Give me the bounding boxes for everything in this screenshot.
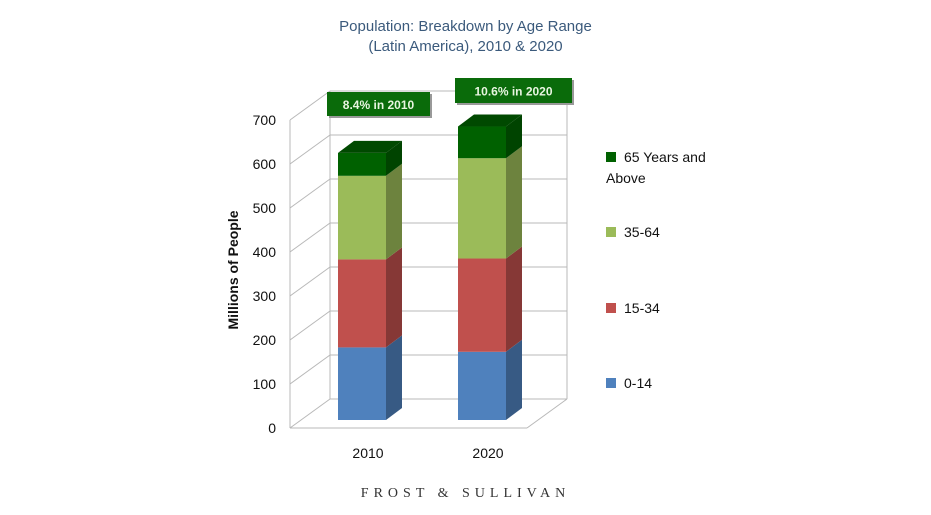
- chart-title: Population: Breakdown by Age Range: [339, 18, 592, 35]
- bar-side-15-34: [506, 246, 522, 352]
- annotation-box: [455, 78, 572, 103]
- gridline-side: [289, 178, 331, 209]
- legend-label: 15-34: [624, 300, 660, 316]
- legend-swatch: [606, 227, 616, 237]
- annotation-label: 10.6% in 2020: [474, 85, 552, 99]
- y-tick-label: 0: [268, 420, 276, 436]
- y-tick-label: 700: [253, 112, 277, 128]
- bar-segment-2020-65-Years-and-Above: [458, 126, 506, 159]
- gridline-side: [289, 398, 331, 429]
- annotation-label: 8.4% in 2010: [343, 98, 415, 112]
- legend-label: 0-14: [624, 375, 652, 391]
- bar-segment-2020-15-34: [458, 258, 506, 352]
- bar-side-35-64: [386, 163, 402, 260]
- bar-segment-2010-65-Years-and-Above: [338, 152, 386, 176]
- y-tick-label: 400: [253, 244, 277, 260]
- bar-segment-2010-15-34: [338, 259, 386, 348]
- legend-swatch: [606, 303, 616, 313]
- y-tick-label: 200: [253, 332, 277, 348]
- legend-label-cont: Above: [606, 170, 646, 186]
- y-axis-label: Millions of People: [225, 210, 241, 329]
- x-tick-label: 2020: [472, 445, 503, 461]
- legend-swatch: [606, 378, 616, 388]
- gridline-side: [289, 354, 331, 385]
- bar-segment-2010-0-14: [338, 347, 386, 420]
- legend-label: 65 Years and: [624, 149, 706, 165]
- y-tick-label: 100: [253, 376, 277, 392]
- bar-side-15-34: [386, 247, 402, 348]
- bar-side-65-Years-and-Above: [506, 114, 522, 159]
- floor-edge: [526, 398, 568, 429]
- chart-subtitle: (Latin America), 2010 & 2020: [368, 38, 563, 55]
- bar-segment-2020-35-64: [458, 158, 506, 259]
- gridline-side: [289, 310, 331, 341]
- bar-segment-2010-35-64: [338, 175, 386, 260]
- bar-segment-2020-0-14: [458, 351, 506, 420]
- gridline-side: [289, 222, 331, 253]
- bar-top: [458, 114, 522, 127]
- annotation-box: [327, 92, 430, 116]
- x-tick-label: 2010: [352, 445, 383, 461]
- bar-side-65-Years-and-Above: [386, 140, 402, 176]
- y-tick-label: 300: [253, 288, 277, 304]
- frost-sullivan-logo: FROST & SULLIVAN: [360, 486, 571, 501]
- bar-side-35-64: [506, 146, 522, 259]
- legend-label: 35-64: [624, 224, 660, 240]
- y-tick-label: 600: [253, 156, 277, 172]
- gridline-side: [289, 90, 331, 121]
- bar-top: [338, 140, 402, 153]
- y-tick-label: 500: [253, 200, 277, 216]
- gridline-side: [289, 266, 331, 297]
- legend-swatch: [606, 152, 616, 162]
- bar-side-0-14: [386, 335, 402, 420]
- bar-side-0-14: [506, 339, 522, 420]
- gridline-side: [289, 134, 331, 165]
